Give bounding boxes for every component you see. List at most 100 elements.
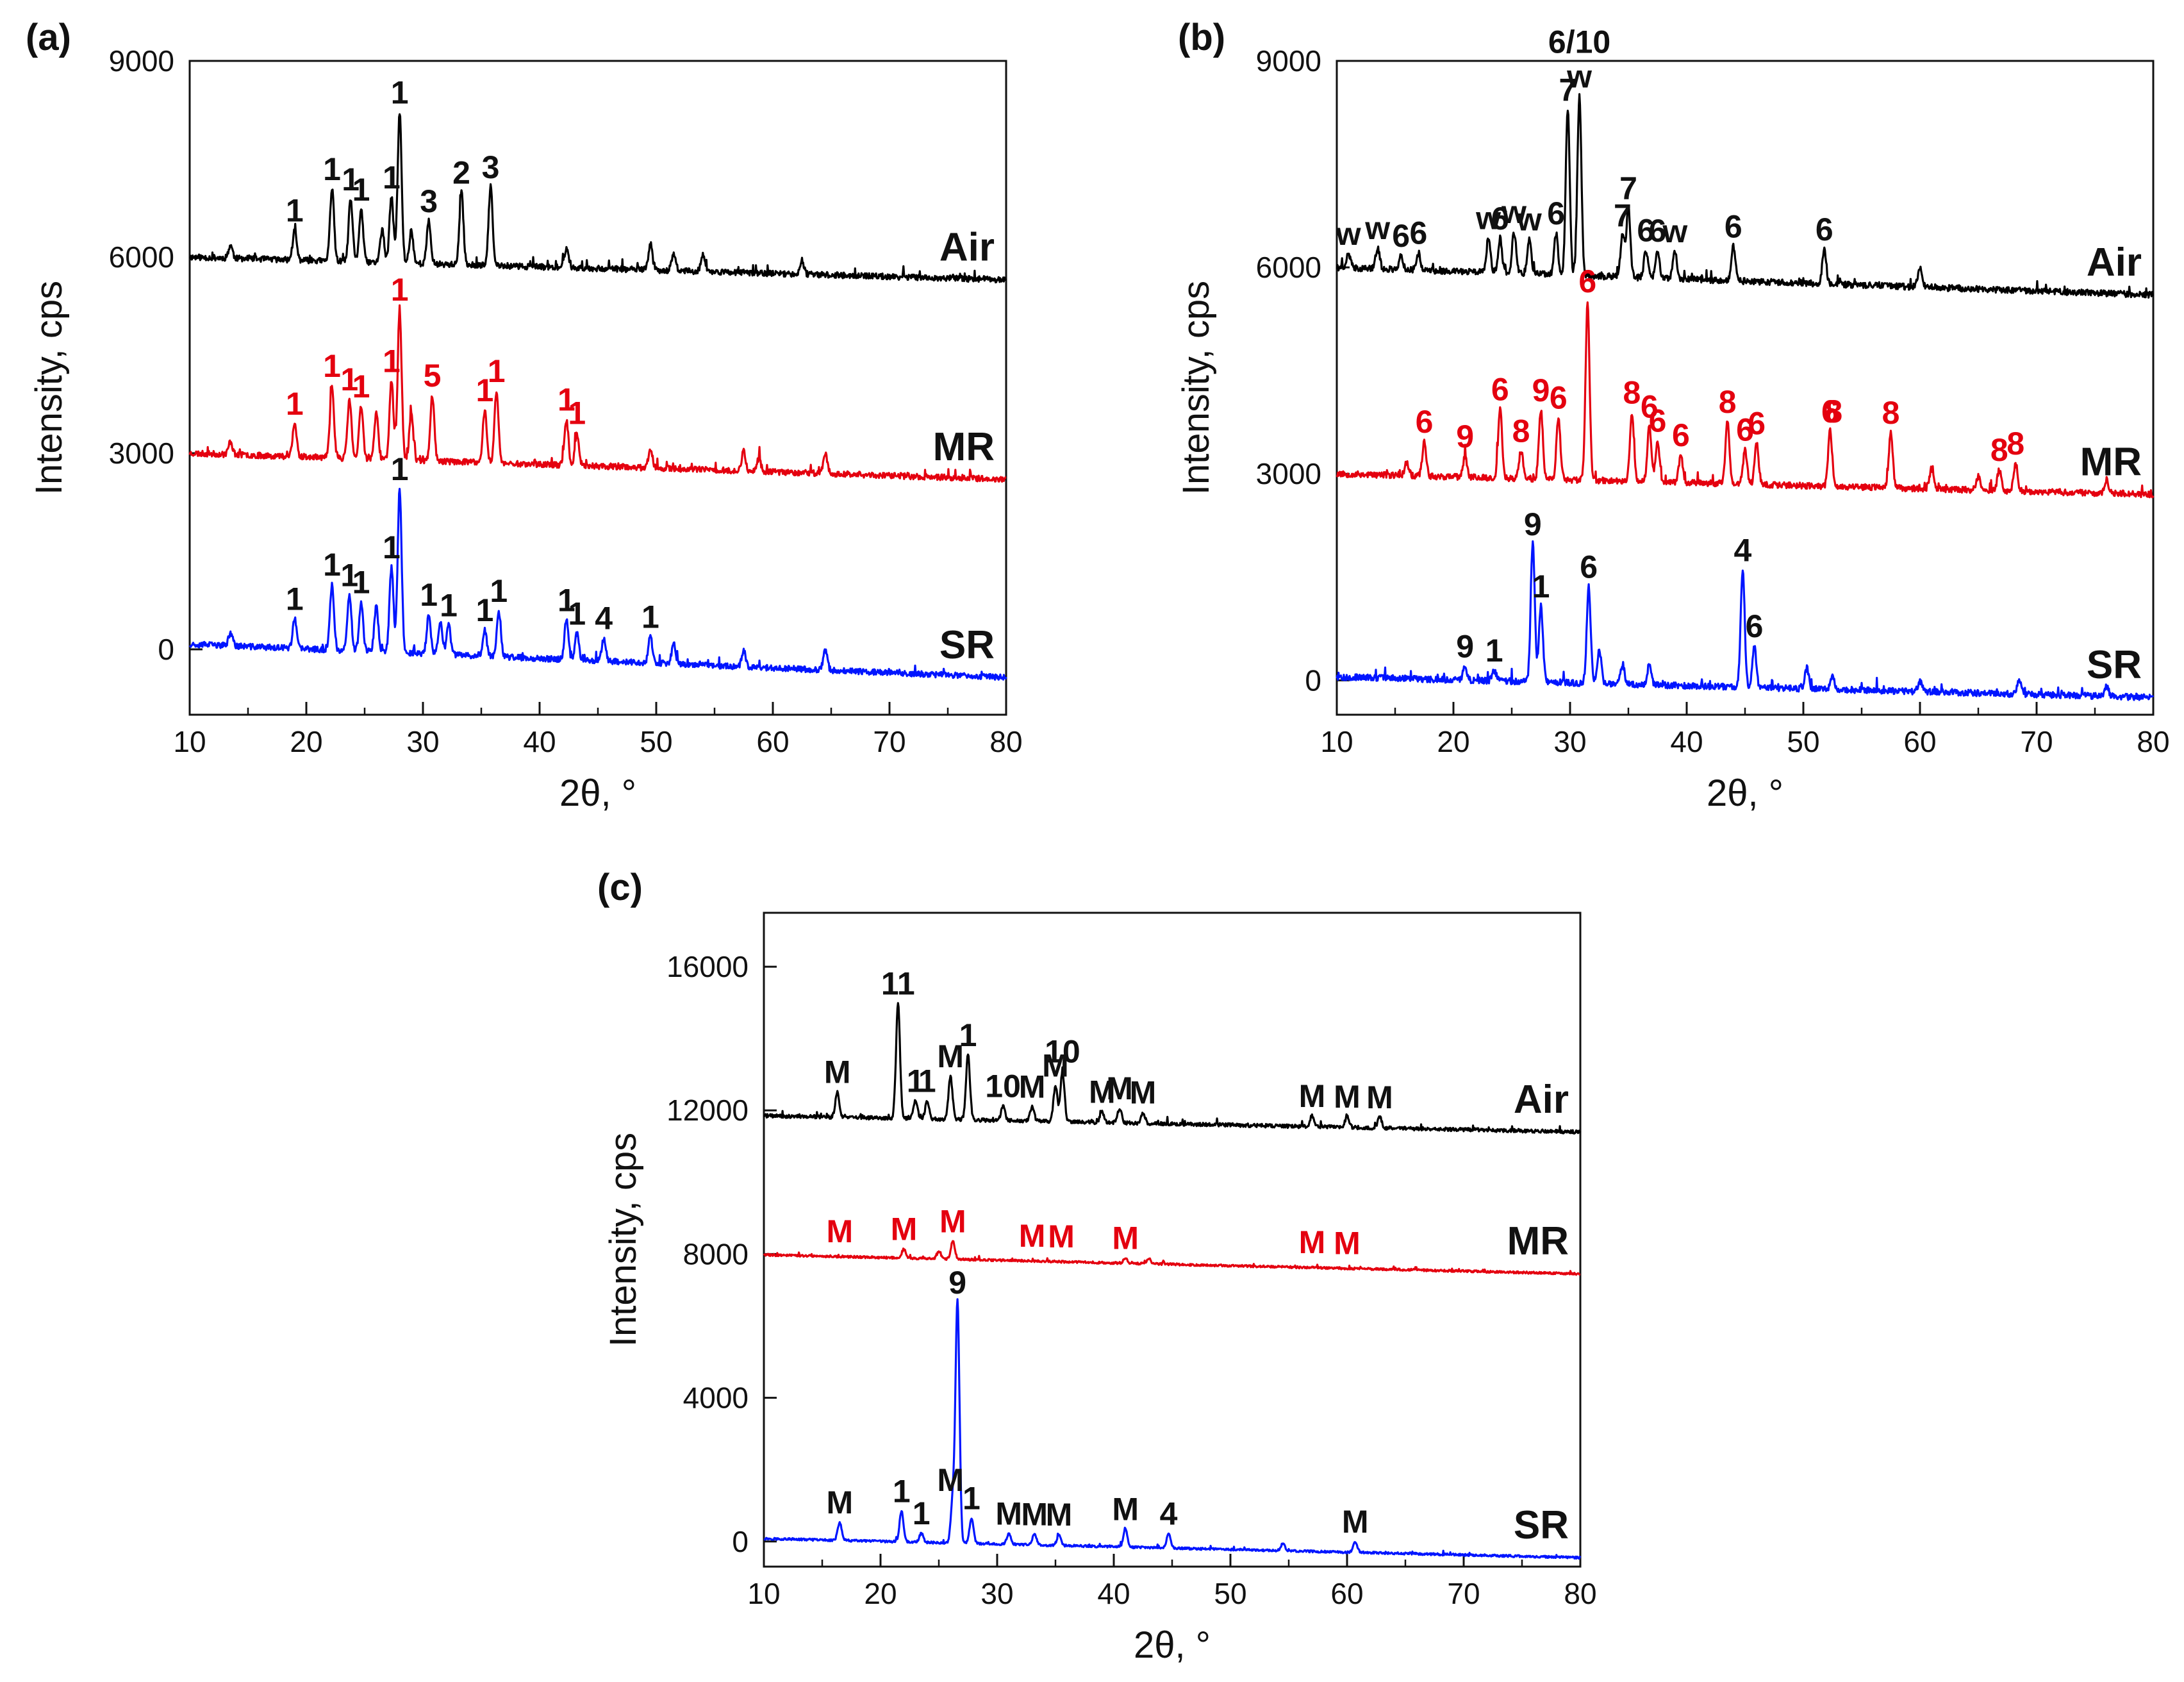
peak-label: 6 (1578, 263, 1596, 299)
peak-label: 7 (1559, 72, 1576, 108)
series-line-mr (188, 304, 1007, 483)
peak-label: 6 (1409, 215, 1427, 251)
peak-label: M (1106, 1070, 1133, 1106)
peak-label: w (1501, 194, 1526, 230)
peak-label: 1 (963, 1481, 980, 1517)
peak-label: 3 (482, 149, 500, 185)
x-tick-label: 10 (1320, 725, 1353, 758)
peak-label: 1 (907, 1063, 925, 1099)
peak-label: M (1334, 1079, 1361, 1115)
peak-label: 9 (1456, 419, 1474, 454)
x-tick-label: 20 (290, 725, 322, 758)
peak-label: M (1019, 1218, 1046, 1254)
peak-label: w (1336, 216, 1361, 252)
peak-label: 1 (476, 372, 494, 408)
peak-label: 1 (340, 362, 358, 397)
peak-label: M (1112, 1491, 1139, 1527)
peak-label: 1 (352, 369, 370, 404)
peak-label: 6 (1816, 212, 1833, 247)
peak-label: 6 (1736, 412, 1754, 448)
series-line-mr (1336, 301, 2155, 499)
peak-label: 1 (641, 599, 659, 635)
peak-label: 1 (340, 557, 358, 593)
x-tick-label: 10 (747, 1577, 780, 1610)
y-tick-label: 9000 (109, 44, 174, 78)
peak-label: 6 (1550, 379, 1568, 415)
peak-label: M (937, 1462, 964, 1498)
peak-label: 2 (452, 155, 470, 191)
peak-label: 1 (1485, 633, 1503, 669)
peak-label: 1 (1532, 569, 1550, 604)
peak-label: 1 (490, 573, 508, 609)
series-name-air: Air (1514, 1078, 1569, 1122)
peak-label: 1 (893, 1474, 911, 1510)
peak-label: M (826, 1485, 853, 1520)
series-line-sr (188, 487, 1007, 681)
x-tick-label: 50 (1214, 1577, 1246, 1610)
peak-label: 8 (1719, 384, 1737, 420)
peak-label: 6 (1416, 404, 1434, 440)
peak-label: 8 (1824, 394, 1842, 429)
peak-label: 1 (568, 395, 586, 431)
x-tick-label: 80 (2137, 725, 2169, 758)
peak-label: M (937, 1038, 964, 1074)
peak-label: M (1130, 1075, 1157, 1111)
peak-label: 4 (1160, 1496, 1178, 1532)
peak-label: M (1112, 1220, 1139, 1256)
peak-label: 8 (1512, 413, 1530, 449)
series-name-mr: MR (933, 425, 995, 469)
series-line-mr (763, 1240, 1581, 1276)
peak-label: 1 (568, 596, 586, 632)
peak-label: w (1516, 202, 1542, 238)
y-tick-label: 12000 (666, 1094, 749, 1127)
peak-label: w (1364, 210, 1390, 246)
x-tick-label: 40 (1097, 1577, 1130, 1610)
peak-label: 1 (383, 160, 401, 196)
series-name-sr: SR (939, 623, 995, 667)
peak-label: w (1475, 200, 1501, 236)
x-tick-label: 70 (1447, 1577, 1480, 1610)
peak-label: 1 (286, 386, 304, 422)
y-axis-label: Intensity, cps (1175, 281, 1217, 495)
peak-label: 1 (286, 193, 304, 229)
peak-label: 1 (391, 272, 409, 308)
peak-label: 6 (1547, 196, 1565, 231)
peak-label: 1 (558, 583, 575, 619)
peak-label: 1 (286, 581, 304, 617)
peak-label: 6 (1491, 371, 1509, 407)
series-name-air: Air (939, 226, 995, 270)
peak-label: 1 (323, 547, 341, 583)
peak-label: 6 (1672, 417, 1690, 453)
peak-label: 6 (1649, 403, 1667, 438)
peak-label: M (1046, 1497, 1073, 1533)
peak-label: 10 (1045, 1033, 1080, 1069)
x-tick-label: 60 (1903, 725, 1936, 758)
series-line-air (188, 113, 1007, 284)
x-tick-label: 10 (173, 725, 206, 758)
peak-label: 6 (1637, 212, 1655, 248)
y-axis-label: Intensity, cps (602, 1133, 644, 1347)
series-name-mr: MR (2080, 440, 2142, 484)
panel-b-xrd-chart: (b) 10 20 30 40 50 60 70 80 0 3000 6000 9000 2θ, ° Int… (1175, 17, 2170, 814)
peak-label: 1 (959, 1017, 977, 1053)
x-axis-label: 2θ, ° (1134, 1624, 1211, 1666)
peak-label: 6 (1641, 389, 1659, 425)
peak-label: w (1566, 59, 1592, 95)
peak-label: M (891, 1212, 918, 1247)
y-tick-label: 8000 (683, 1237, 749, 1270)
peak-label: 9 (948, 1265, 966, 1301)
peak-label: 6 (1649, 213, 1667, 249)
y-tick-label: 6000 (109, 240, 174, 274)
peak-label: 1 (558, 381, 575, 417)
peak-label: 6 (1746, 608, 1764, 644)
series-line-sr (763, 1298, 1582, 1560)
peak-label: 1 (383, 529, 401, 565)
x-axis-label: 2θ, ° (559, 772, 636, 814)
peak-label: M (1366, 1079, 1393, 1115)
series-line-sr (1336, 540, 2155, 701)
series-name-sr: SR (2087, 643, 2142, 687)
peak-label: 1 (476, 592, 494, 628)
peak-label: 4 (1733, 532, 1751, 568)
x-tick-label: 80 (1564, 1577, 1596, 1610)
